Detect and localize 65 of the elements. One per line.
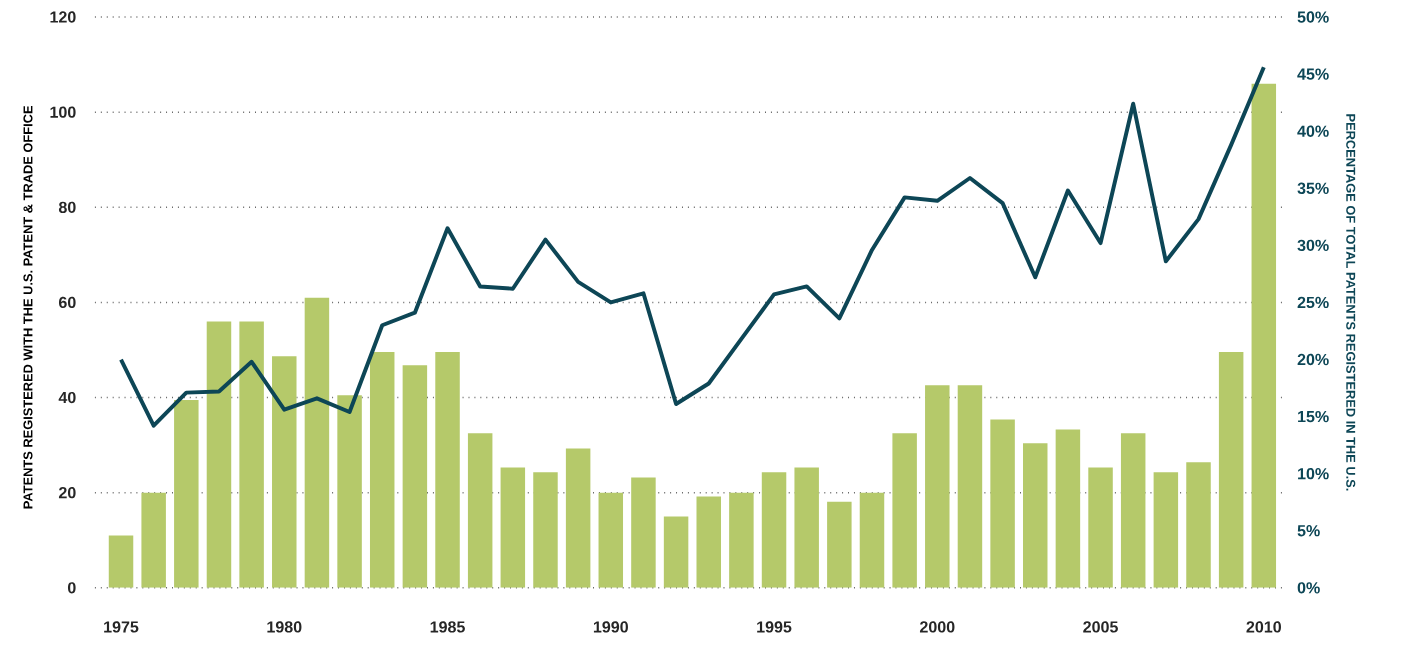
x-tick-label: 2005 (1083, 621, 1118, 633)
bar (1023, 443, 1048, 588)
bar (696, 496, 721, 588)
bar (631, 477, 656, 588)
y2-tick-label: 10% (1298, 468, 1329, 480)
bar (174, 399, 199, 588)
bar (990, 419, 1015, 588)
bar (239, 321, 264, 588)
bar (369, 351, 395, 588)
y2-tick-label: 25% (1297, 296, 1329, 309)
bar (467, 433, 493, 588)
y2-tick-label: 35% (1297, 182, 1329, 195)
bar (108, 535, 134, 588)
x-tick-label: 1985 (430, 621, 465, 633)
bar (729, 492, 754, 588)
y-tick-label: 100 (50, 106, 76, 118)
bar (925, 385, 950, 588)
bar (206, 321, 232, 588)
bar (859, 492, 885, 588)
x-tick-label: 1990 (593, 621, 628, 633)
bar (1153, 472, 1179, 588)
bar (1218, 351, 1244, 588)
bar (1186, 462, 1211, 588)
line-series (119, 65, 1266, 428)
y2-tick-label: 0% (1297, 582, 1320, 594)
y-axis-title: PATENTS REGISTERED WITH THE U.S. PATENT & TRADE OFFICE (23, 106, 33, 509)
x-tick-label: 1975 (104, 621, 139, 633)
bar (500, 467, 526, 588)
x-tick-label: 1980 (267, 621, 302, 633)
bar (1251, 83, 1277, 588)
bar (827, 501, 852, 588)
y2-tick-label: 20% (1297, 353, 1329, 366)
bar (663, 516, 689, 588)
bar (304, 297, 330, 588)
y2-tick-label: 15% (1298, 410, 1329, 423)
bar (1055, 429, 1081, 588)
bar (957, 385, 983, 588)
bar (402, 365, 428, 588)
bar (272, 356, 297, 588)
bar (598, 492, 624, 588)
y-tick-label: 80 (58, 201, 76, 214)
bar (1120, 433, 1146, 588)
x-tick-label: 1995 (757, 621, 792, 633)
bar (533, 472, 558, 588)
y2-tick-label: 45% (1297, 68, 1329, 80)
y2-axis-title: PERCENTAGE OF TOTAL PATENTS REGISTERED IN THE U.S. (1346, 114, 1356, 491)
bar (1088, 467, 1113, 588)
y-tick-label: 0 (67, 582, 76, 594)
y-tick-label: 40 (58, 391, 76, 404)
y2-tick-label: 50% (1297, 11, 1329, 23)
bar (565, 448, 591, 588)
bar (141, 492, 166, 588)
x-tick-label: 2000 (919, 621, 955, 633)
y2-tick-label: 5% (1297, 525, 1320, 537)
x-tick-label: 2010 (1246, 621, 1281, 633)
bar (435, 351, 460, 588)
bar (892, 433, 917, 588)
y-tick-label: 60 (59, 296, 76, 309)
y-tick-label: 20 (58, 487, 76, 499)
bar (761, 472, 787, 588)
y-tick-label: 120 (50, 11, 76, 23)
bar (337, 395, 362, 588)
bar (794, 467, 819, 588)
y2-tick-label: 40% (1297, 125, 1329, 137)
y2-tick-label: 30% (1297, 239, 1329, 252)
